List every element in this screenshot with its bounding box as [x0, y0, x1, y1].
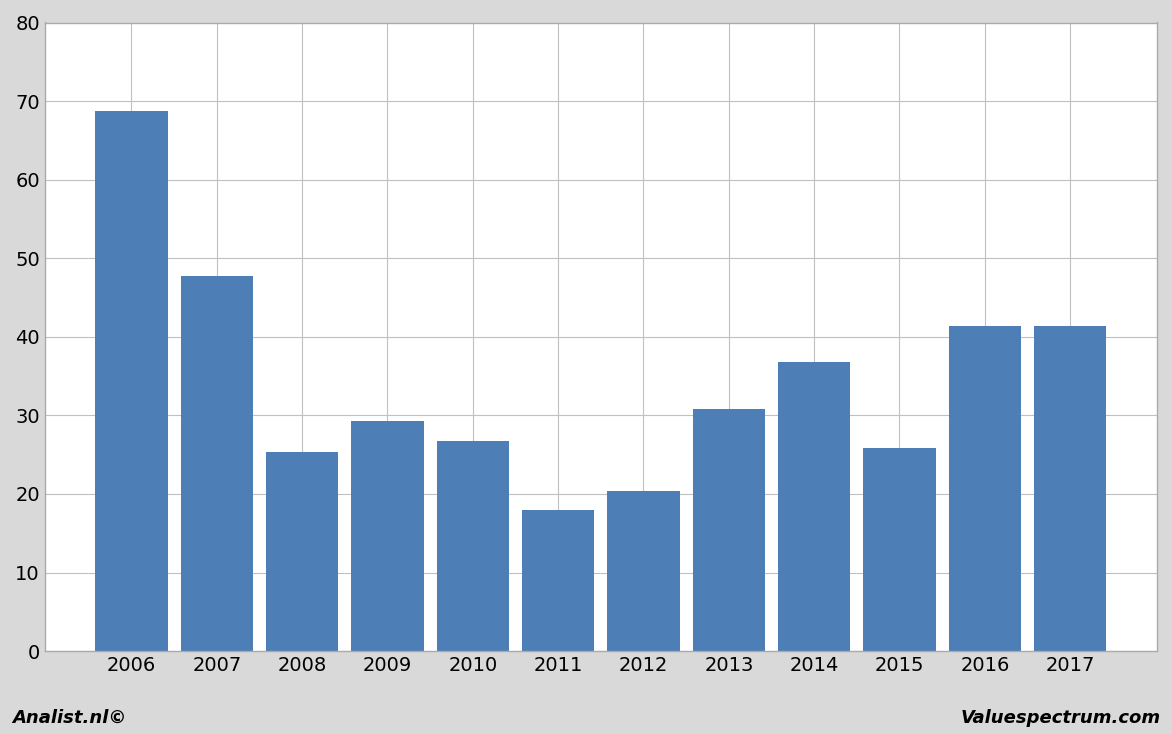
Bar — [778, 362, 851, 651]
Text: Analist.nl©: Analist.nl© — [12, 708, 127, 727]
Bar — [352, 421, 424, 651]
Bar — [948, 326, 1021, 651]
Bar — [95, 112, 168, 651]
Bar — [266, 452, 339, 651]
Bar — [436, 441, 509, 651]
Bar — [522, 510, 594, 651]
Bar — [693, 409, 765, 651]
Bar — [1034, 326, 1106, 651]
Bar — [180, 276, 253, 651]
Bar — [864, 448, 935, 651]
Text: Valuespectrum.com: Valuespectrum.com — [960, 708, 1160, 727]
Bar — [607, 491, 680, 651]
